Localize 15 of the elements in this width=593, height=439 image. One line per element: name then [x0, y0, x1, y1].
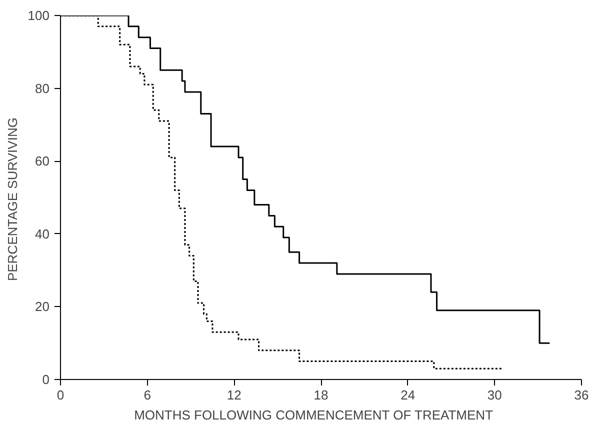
- y-axis-title: PERCENTAGE SURVIVING: [4, 118, 20, 282]
- x-tick-label: 12: [226, 388, 242, 402]
- x-tick-label: 0: [56, 388, 64, 402]
- x-tick-label: 30: [487, 388, 502, 402]
- x-tick-label: 18: [314, 388, 328, 402]
- x-tick-label: 36: [574, 388, 589, 402]
- x-tick-label: 6: [144, 388, 151, 402]
- y-tick-label: 40: [35, 226, 50, 242]
- y-tick-label: 20: [35, 299, 50, 314]
- y-tick-label: 100: [28, 8, 50, 23]
- y-tick-label: 0: [42, 372, 50, 387]
- x-tick-label: 24: [400, 388, 416, 402]
- y-tick-label: 60: [35, 154, 50, 169]
- y-tick-label: 80: [35, 80, 50, 96]
- x-axis-title: MONTHS FOLLOWING COMMENCEMENT OF TREATMENT: [134, 408, 494, 422]
